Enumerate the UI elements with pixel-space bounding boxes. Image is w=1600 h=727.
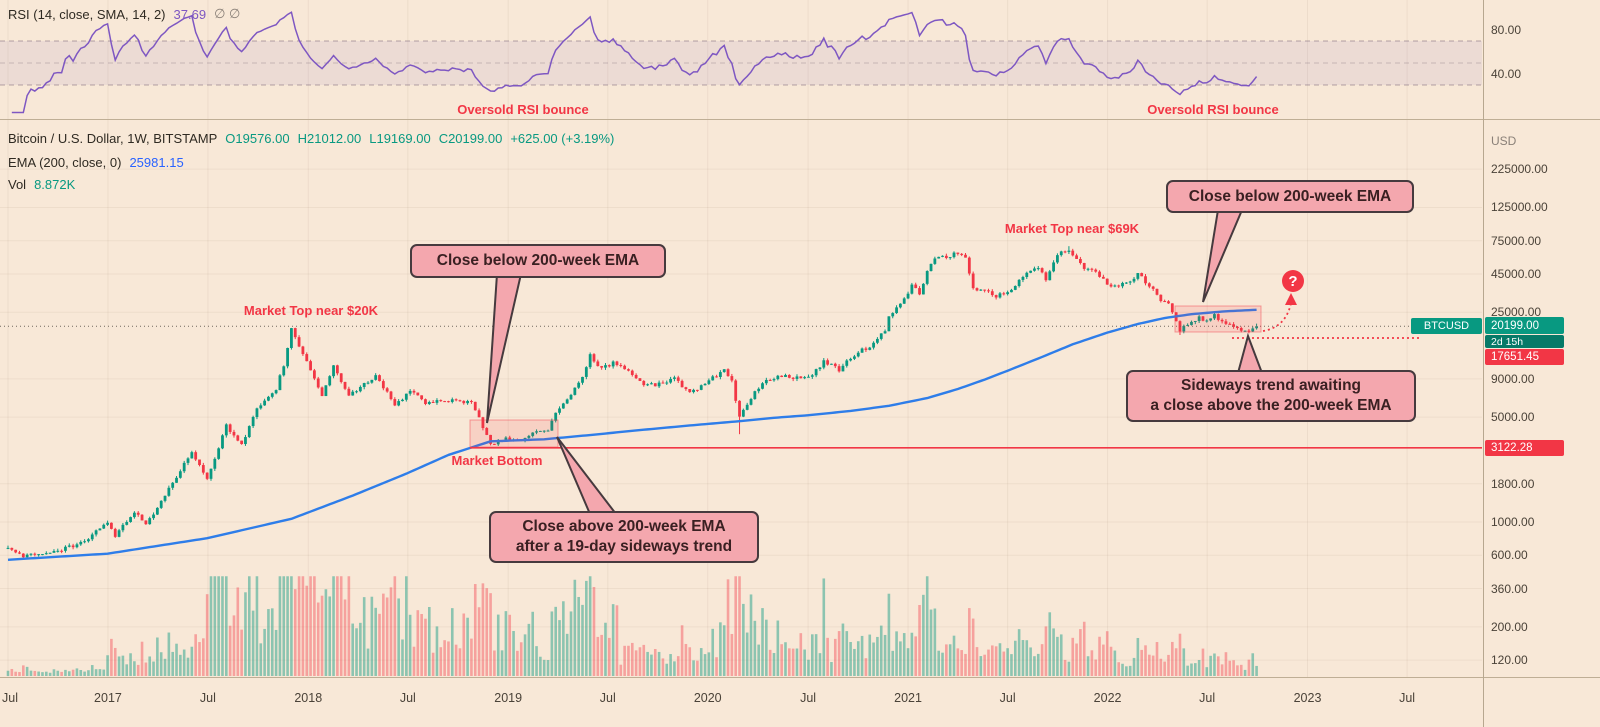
ohlc-open: O19576.00 (225, 131, 290, 146)
price-tick-label: 9000.00 (1491, 371, 1535, 386)
time-axis-label: Jul (2, 691, 18, 705)
ema-indicator-title[interactable]: EMA (200, close, 0) (8, 155, 122, 170)
time-axis[interactable]: Jul 2017 Jul 2018 Jul 2019 Jul 2020 Jul 2021 Jul 20… (0, 678, 1482, 727)
rsi-legend: RSI (14, close, SMA, 14, 2) 37.69 ∅ ∅ (8, 6, 240, 22)
price-tick-label: 125000.00 (1491, 200, 1548, 215)
low-price-tag: 17651.45 (1485, 349, 1564, 365)
price-tick-label: 200.00 (1491, 619, 1528, 634)
rsi-value: 37.69 (173, 6, 207, 22)
time-axis-label: 2018 (294, 691, 323, 705)
last-price-tag: 20199.00 (1485, 317, 1564, 334)
price-tick-label: 1800.00 (1491, 476, 1535, 491)
time-axis-label: Jul (1399, 691, 1416, 705)
ohlc-close: C20199.00 (438, 131, 503, 146)
callout-sideways-trend[interactable]: Sideways trend awaiting a close above th… (1126, 370, 1416, 422)
time-axis-label: 2023 (1293, 691, 1322, 705)
ema-200-line (7, 308, 1257, 561)
price-axis[interactable]: USD 20199.00 2d 15h 17651.45 3122.28 225… (1483, 0, 1600, 727)
ema-value: 25981.15 (129, 155, 184, 170)
support-price-tag: 3122.28 (1485, 440, 1564, 456)
rsi-tick-label: 40.00 (1491, 67, 1522, 81)
annotation-market-top-69k[interactable]: Market Top near $69K (1004, 221, 1140, 236)
volume-legend: Vol 8.872K (8, 177, 75, 192)
volume-indicator-title[interactable]: Vol (8, 177, 27, 192)
annotation-market-bottom[interactable]: Market Bottom (451, 453, 543, 468)
time-axis-label: Jul (199, 691, 216, 705)
price-tick-label: 25000.00 (1491, 305, 1542, 320)
time-axis-label: Jul (800, 691, 817, 705)
last-price-symbol-tag: BTCUSD (1411, 318, 1482, 334)
annotation-market-top-20k[interactable]: Market Top near $20K (243, 303, 379, 318)
symbol-title[interactable]: Bitcoin / U.S. Dollar, 1W, BITSTAMP (8, 131, 218, 146)
symbol-legend: Bitcoin / U.S. Dollar, 1W, BITSTAMP O195… (8, 131, 614, 146)
time-axis-label: 2022 (1093, 691, 1122, 705)
pane-separator[interactable] (0, 119, 1600, 120)
question-mark-badge[interactable]: ? (1282, 270, 1304, 292)
time-axis-label: Jul (399, 691, 416, 705)
ohlc-high: H21012.00 (297, 131, 362, 146)
price-tick-label: 5000.00 (1491, 410, 1535, 425)
drawings (0, 209, 1482, 515)
price-tick-label: 360.00 (1491, 581, 1528, 596)
rsi-empty-markers: ∅ ∅ (214, 6, 241, 21)
price-tick-label: 225000.00 (1491, 162, 1548, 177)
price-axis-unit: USD (1491, 134, 1517, 148)
rsi-band (0, 40, 1482, 86)
bar-countdown-tag: 2d 15h (1485, 335, 1564, 348)
price-tick-label: 75000.00 (1491, 233, 1542, 248)
price-tick-label: 600.00 (1491, 548, 1528, 563)
time-axis-separator (0, 677, 1600, 678)
annotation-oversold-rsi-bounce-2[interactable]: Oversold RSI bounce (1147, 102, 1279, 117)
callout-close-above-ema[interactable]: Close above 200-week EMA after a 19-day … (489, 511, 759, 563)
callout-close-below-ema-1[interactable]: Close below 200-week EMA (410, 244, 666, 278)
rsi-tick-label: 80.00 (1491, 23, 1522, 37)
price-tick-label: 45000.00 (1491, 267, 1542, 282)
time-axis-label: Jul (599, 691, 616, 705)
rsi-line (11, 11, 1258, 114)
time-axis-label: Jul (999, 691, 1016, 705)
time-axis-label: Jul (1199, 691, 1216, 705)
time-axis-label: 2020 (693, 691, 722, 705)
time-axis-label: 2017 (94, 691, 122, 705)
candlestick-series (6, 246, 1258, 560)
time-axis-label: 2019 (494, 691, 523, 705)
ema-legend: EMA (200, close, 0) 25981.15 (8, 155, 184, 170)
price-tick-label: 1000.00 (1491, 515, 1535, 529)
ohlc-change: +625.00 (+3.19%) (510, 131, 615, 146)
annotation-oversold-rsi-bounce-1[interactable]: Oversold RSI bounce (457, 102, 589, 117)
rsi-indicator-title[interactable]: RSI (14, close, SMA, 14, 2) (8, 6, 166, 22)
volume-value: 8.872K (34, 177, 76, 192)
volume-series (6, 576, 1258, 676)
time-axis-label: 2021 (894, 691, 922, 705)
ohlc-low: L19169.00 (369, 131, 431, 146)
callout-close-below-ema-2[interactable]: Close below 200-week EMA (1166, 180, 1414, 213)
price-tick-label: 120.00 (1491, 653, 1528, 668)
